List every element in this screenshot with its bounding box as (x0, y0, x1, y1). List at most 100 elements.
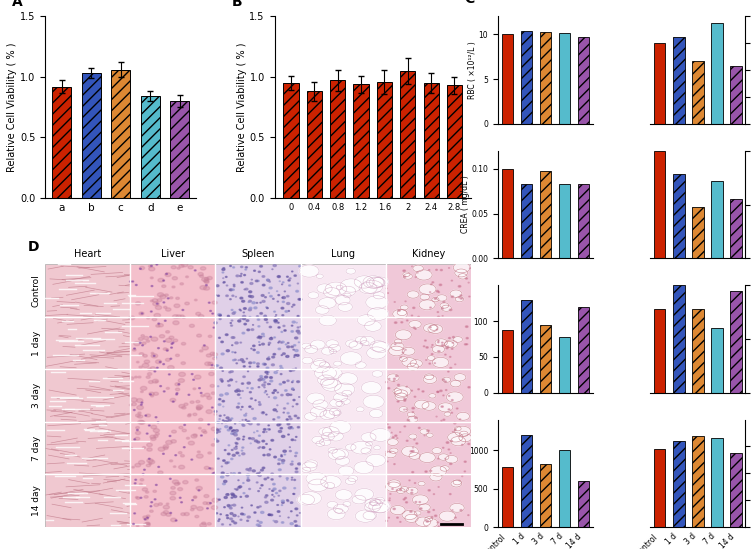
Circle shape (218, 404, 221, 405)
Circle shape (249, 468, 252, 469)
Circle shape (172, 480, 178, 484)
Bar (692, 436, 703, 527)
Y-axis label: RBC ( ×10¹²/L ): RBC ( ×10¹²/L ) (468, 41, 477, 99)
Circle shape (252, 438, 255, 440)
Circle shape (290, 394, 292, 395)
Circle shape (261, 333, 264, 335)
Circle shape (175, 520, 177, 521)
Circle shape (369, 500, 390, 513)
Circle shape (184, 302, 189, 305)
Circle shape (171, 518, 176, 522)
Circle shape (443, 419, 445, 421)
Circle shape (232, 494, 235, 496)
Circle shape (230, 507, 232, 509)
Text: Control: Control (32, 274, 41, 307)
Circle shape (203, 345, 206, 346)
Circle shape (164, 320, 166, 321)
Circle shape (450, 367, 452, 368)
Circle shape (201, 395, 204, 397)
Circle shape (184, 424, 185, 425)
Circle shape (273, 354, 276, 355)
Circle shape (238, 320, 241, 322)
Circle shape (273, 311, 276, 312)
Circle shape (148, 373, 152, 376)
Circle shape (181, 455, 184, 457)
Circle shape (460, 298, 462, 299)
Circle shape (437, 342, 439, 343)
Circle shape (163, 445, 169, 448)
Circle shape (148, 458, 150, 460)
Circle shape (220, 394, 223, 396)
Circle shape (291, 502, 293, 503)
Circle shape (243, 492, 245, 494)
Circle shape (151, 425, 157, 429)
Circle shape (264, 429, 266, 430)
Circle shape (130, 377, 134, 379)
Circle shape (262, 379, 265, 380)
Circle shape (456, 412, 469, 420)
Circle shape (233, 473, 236, 474)
Circle shape (300, 326, 301, 327)
Circle shape (402, 352, 404, 353)
Circle shape (241, 273, 242, 274)
Circle shape (150, 435, 156, 439)
Circle shape (267, 358, 270, 360)
Circle shape (443, 395, 444, 396)
Circle shape (319, 362, 330, 368)
Circle shape (133, 523, 134, 524)
Circle shape (255, 440, 258, 442)
Circle shape (367, 347, 386, 359)
Circle shape (170, 491, 176, 495)
Circle shape (370, 501, 377, 506)
Circle shape (148, 380, 154, 384)
Circle shape (163, 302, 165, 303)
Circle shape (267, 279, 270, 281)
Circle shape (297, 427, 300, 428)
Circle shape (136, 429, 139, 430)
Circle shape (231, 320, 233, 321)
Circle shape (264, 497, 267, 498)
Circle shape (214, 322, 217, 324)
Circle shape (190, 401, 194, 404)
Circle shape (390, 506, 405, 514)
Circle shape (231, 418, 233, 419)
Circle shape (400, 489, 401, 490)
Circle shape (171, 486, 175, 489)
Circle shape (340, 286, 355, 296)
Circle shape (407, 291, 419, 298)
Circle shape (212, 313, 214, 314)
Circle shape (227, 505, 230, 506)
Bar (386, 317, 471, 369)
Circle shape (278, 327, 280, 328)
Circle shape (419, 508, 422, 509)
Circle shape (450, 494, 451, 495)
Circle shape (239, 276, 242, 277)
Circle shape (223, 267, 224, 268)
Circle shape (386, 461, 388, 462)
Circle shape (407, 320, 408, 321)
Bar (130, 369, 215, 422)
Circle shape (315, 366, 337, 380)
Circle shape (294, 479, 296, 480)
Circle shape (407, 440, 408, 441)
Circle shape (441, 345, 444, 346)
Bar (376, 82, 392, 198)
Circle shape (232, 289, 234, 290)
Text: C: C (465, 0, 475, 5)
Circle shape (212, 353, 218, 356)
Circle shape (232, 520, 234, 522)
Circle shape (258, 386, 260, 388)
Circle shape (432, 447, 442, 453)
Circle shape (364, 502, 380, 512)
Circle shape (226, 474, 229, 476)
Circle shape (414, 439, 415, 440)
Circle shape (373, 503, 388, 513)
Circle shape (282, 341, 284, 343)
Circle shape (257, 363, 259, 365)
Circle shape (318, 375, 334, 385)
Circle shape (403, 272, 410, 277)
Circle shape (392, 437, 394, 438)
Circle shape (139, 342, 141, 343)
Circle shape (459, 434, 471, 442)
Circle shape (446, 348, 448, 349)
